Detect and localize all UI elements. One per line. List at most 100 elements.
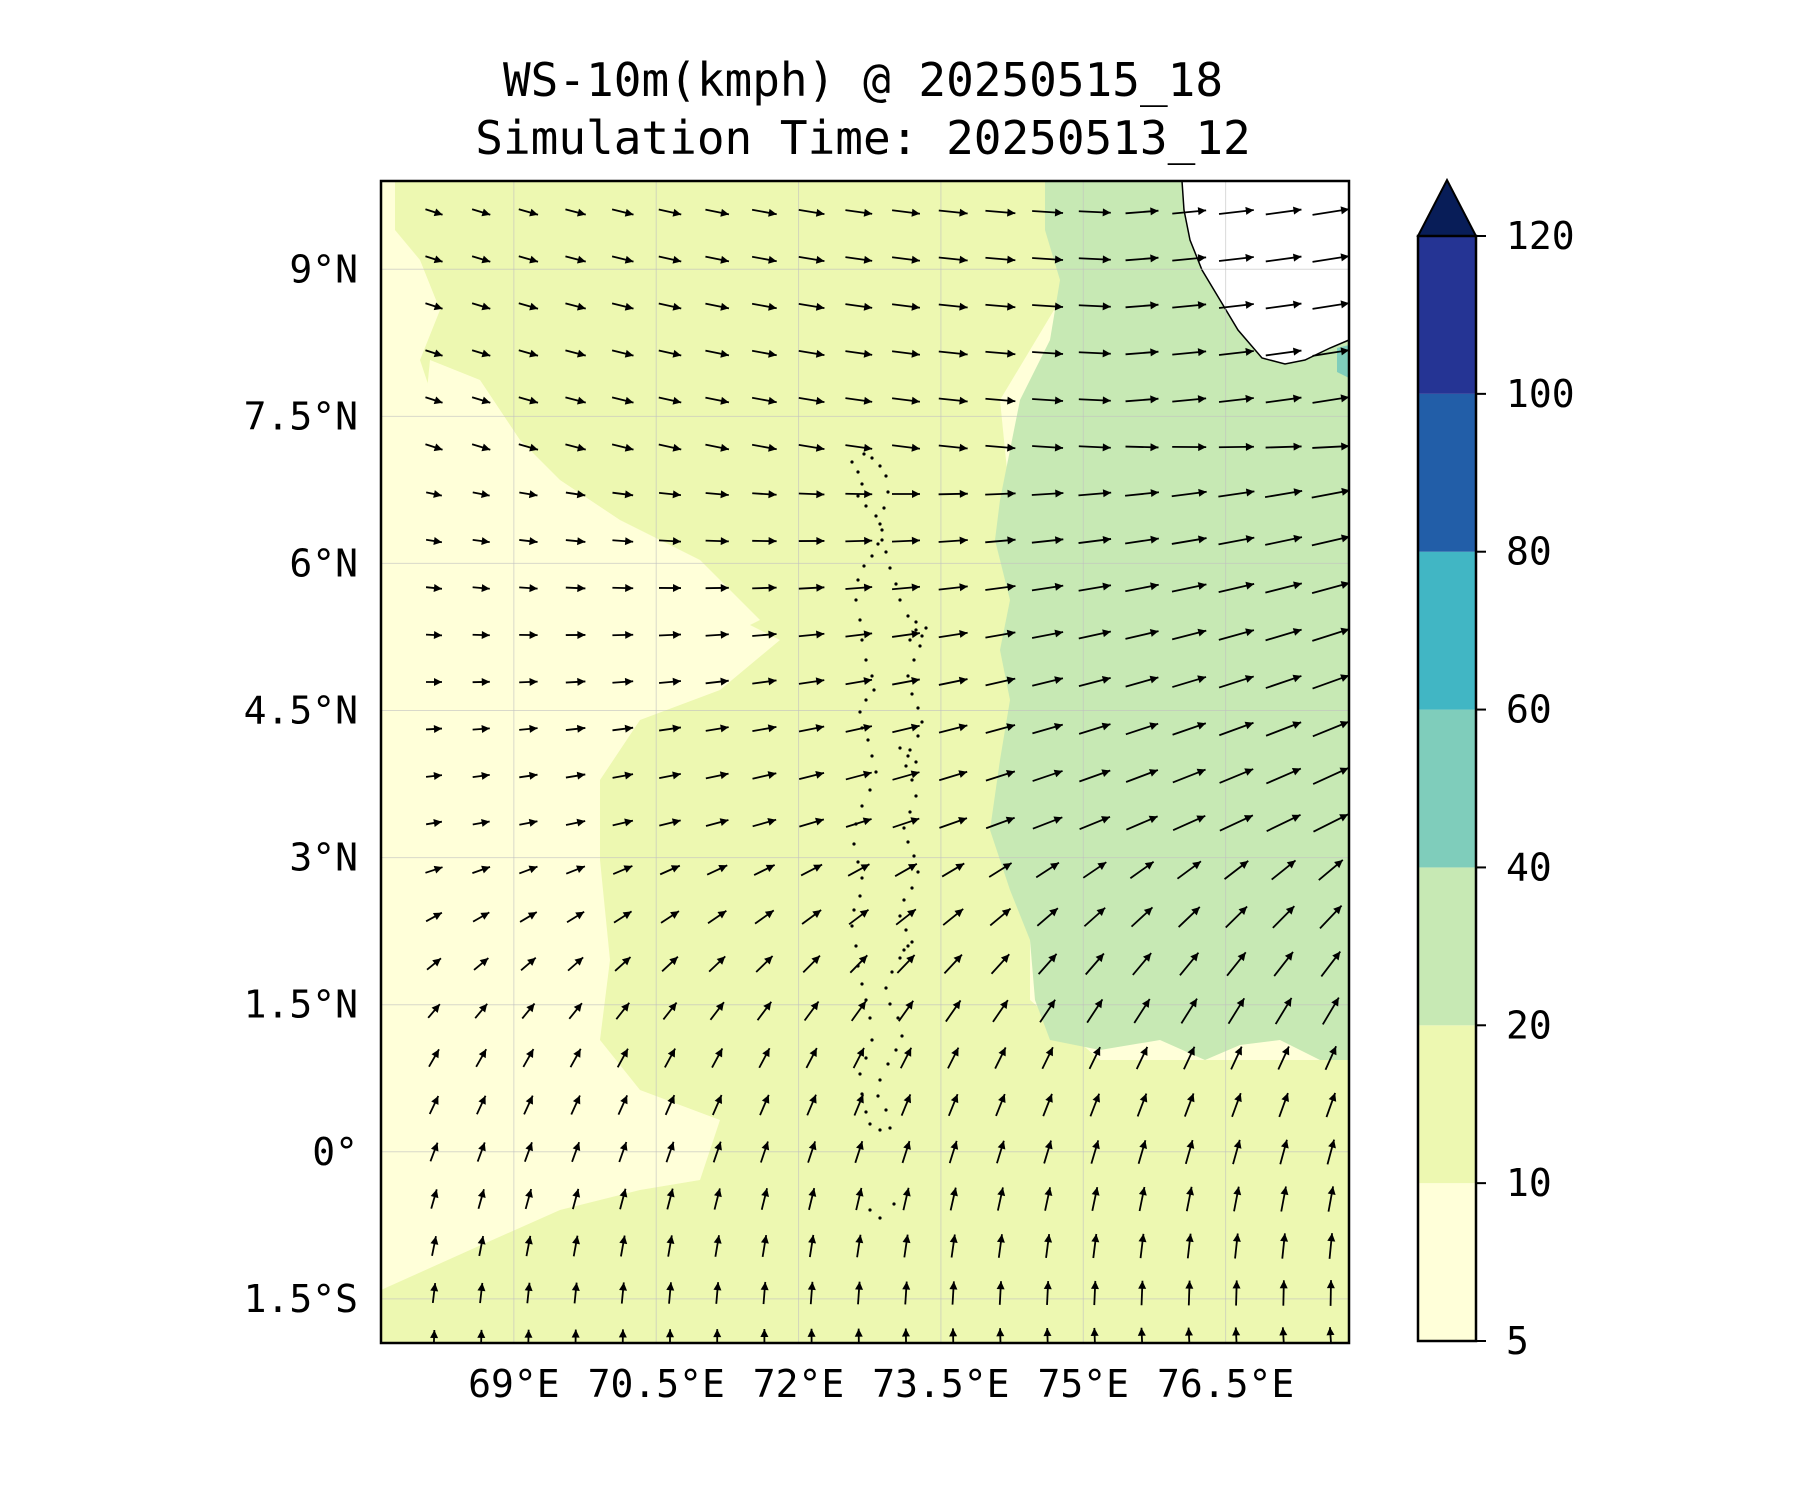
wind-arrow [659,864,681,876]
wind-arrow [1359,347,1396,356]
colorbar-tick-label: 80 [1506,530,1552,574]
wind-arrow [855,1281,864,1305]
wind-arrow [705,818,729,827]
wind-arrow [1133,998,1151,1024]
wind-arrow [1079,815,1111,831]
wind-arrow [949,1187,958,1211]
wind-arrow [938,676,968,686]
wind-arrow [614,956,632,972]
atoll-dot [908,638,912,642]
wind-arrow [1312,206,1349,216]
wind-arrow [661,956,679,972]
wind-arrow [1031,629,1064,639]
wind-arrow [1032,443,1064,452]
lon-axis: 69°E 70.5°E 72°E 73.5°E 75°E 76.5°E [468,1362,1294,1406]
wind-arrow [705,490,729,499]
wind-arrow [902,1187,911,1211]
wind-arrow [1359,442,1397,450]
wind-arrow [1031,489,1064,498]
wind-arrow [1326,1327,1335,1343]
wind-arrow [1266,814,1301,832]
wind-arrow [985,302,1016,311]
wind-arrow [1032,816,1063,830]
wind-arrow [760,1234,769,1258]
wind-arrow [798,208,825,217]
atoll-dot [860,638,864,642]
lat-tick-label: 1.5°N [244,983,358,1027]
atoll-dot [916,870,920,874]
wind-arrow [1231,1092,1242,1118]
wind-arrow [1271,859,1297,881]
wind-arrow [1359,206,1396,215]
atoll-dot [904,764,908,768]
wind-arrow [1088,1046,1101,1070]
atoll-dot [884,550,888,554]
wind-arrow [1312,767,1349,785]
wind-arrow [891,208,921,217]
wind-arrow [1227,997,1246,1025]
wind-arrow [707,910,727,924]
wind-arrow [1185,1233,1194,1259]
wind-arrow [476,1095,487,1115]
atoll-dot [862,452,866,456]
atoll-dot [896,1016,900,1020]
atoll-dot [870,754,874,758]
wind-arrow [938,302,968,311]
wind-arrow [1368,951,1387,977]
lat-tick-label: 0° [312,1130,358,1174]
wind-arrow [949,1281,958,1305]
wind-arrow [898,1000,914,1022]
wind-arrow [477,1329,486,1343]
title-line-2: Simulation Time: 20250513_12 [475,111,1250,165]
wind-arrow [1043,1140,1053,1164]
atoll-dot [868,1208,872,1212]
lon-tick-label: 73.5°E [872,1362,1009,1406]
atoll-dot [864,504,868,508]
wind-arrow [471,443,491,452]
wind-arrow [1125,722,1159,736]
wind-arrow [705,302,730,311]
wind-arrow [754,909,775,925]
wind-arrow [995,1093,1006,1117]
wind-arrow [1219,814,1254,832]
wind-arrow [1265,347,1302,357]
wind-arrow [708,955,726,973]
atoll-dot [876,542,880,546]
atoll-dot [870,674,874,678]
wind-arrow [565,818,586,827]
wind-arrow [519,724,538,733]
wind-arrow [1373,1046,1384,1070]
colorbar-tick-label: 5 [1506,1319,1529,1363]
wind-arrow [1218,442,1254,451]
wind-arrow [1078,208,1111,217]
atoll-dot [912,854,916,858]
wind-arrow [996,1234,1005,1258]
wind-arrow [518,208,539,217]
gridlines [381,181,1349,1343]
wind-arrow [985,723,1016,734]
wind-arrow [519,490,538,499]
atoll-dot [916,734,920,738]
wind-arrow [1359,300,1396,309]
wind-arrow [1280,1233,1289,1259]
atoll-dot [904,928,908,932]
wind-speed-field-pale-patch [420,360,760,650]
wind-arrow [1078,535,1112,544]
wind-arrow [1218,300,1254,309]
wind-arrow [1326,1139,1336,1165]
wind-arrow [799,817,825,828]
colorbar-segment [1418,236,1476,394]
atoll-dot [868,1122,872,1126]
atoll-dot [852,908,856,912]
wind-arrow [519,911,538,923]
wind-arrow [565,584,586,593]
wind-arrow [1232,1327,1241,1343]
wind-arrow [666,1188,675,1210]
wind-arrow [1184,1327,1193,1343]
wind-arrow [845,302,873,311]
wind-speed-field-band-40-60 [1337,345,1349,378]
wind-arrow [902,1234,911,1258]
wind-arrow [1219,768,1254,784]
colorbar-tick-label: 10 [1506,1161,1552,1205]
maldives-atolls [850,452,928,1220]
